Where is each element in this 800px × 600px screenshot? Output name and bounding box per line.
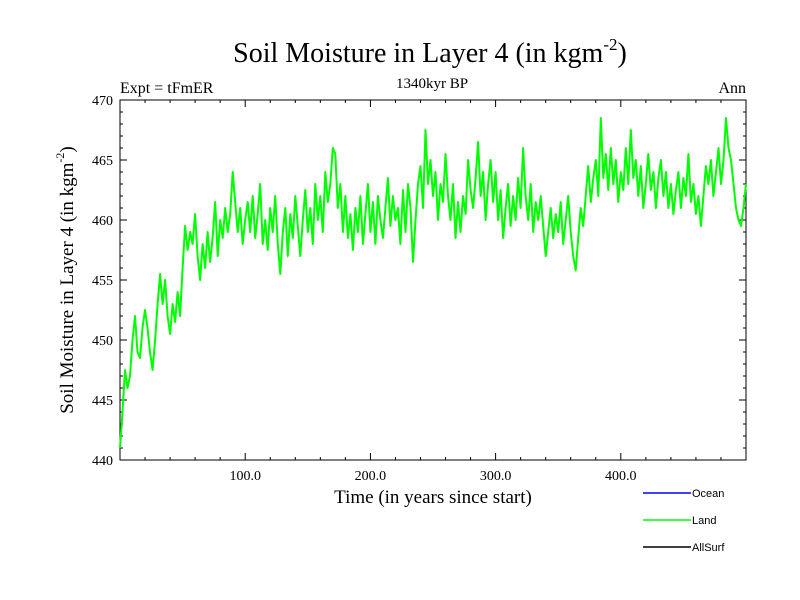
x-tick-label: 300.0: [480, 469, 512, 484]
y-tick-label: 465: [92, 154, 113, 169]
legend-label-allsurf: AllSurf: [692, 542, 725, 554]
y-tick-label: 445: [92, 394, 113, 409]
plot-area-frame: [119, 99, 747, 461]
y-tick-label: 455: [92, 274, 113, 289]
series-line-land: [119, 117, 747, 449]
chart-title: Soil Moisture in Layer 4 (in kgm-2): [233, 35, 627, 69]
y-tick-label: 450: [92, 334, 113, 349]
y-axis-label: Soil Moisture in Layer 4 (in kgm-2): [53, 146, 78, 414]
series-layer: [119, 117, 747, 449]
x-tick-label: 400.0: [605, 469, 637, 484]
experiment-label: Expt = tFmER: [120, 80, 214, 97]
y-tick-label: 460: [92, 214, 113, 229]
period-label: 1340kyr BP: [396, 76, 468, 92]
legend-label-ocean: Ocean: [692, 488, 724, 500]
y-tick-label: 440: [92, 454, 113, 469]
x-axis-label: Time (in years since start): [334, 487, 532, 508]
legend: Ocean Land AllSurf: [643, 488, 725, 554]
axis-ticks: 440 445 450 455 460 465 470 100.0 200.0 300.0 400.…: [92, 94, 746, 484]
season-label: Ann: [718, 80, 746, 97]
legend-label-land: Land: [692, 515, 716, 527]
x-tick-label: 100.0: [229, 469, 261, 484]
y-tick-label: 470: [92, 94, 113, 109]
x-tick-label: 200.0: [355, 469, 387, 484]
